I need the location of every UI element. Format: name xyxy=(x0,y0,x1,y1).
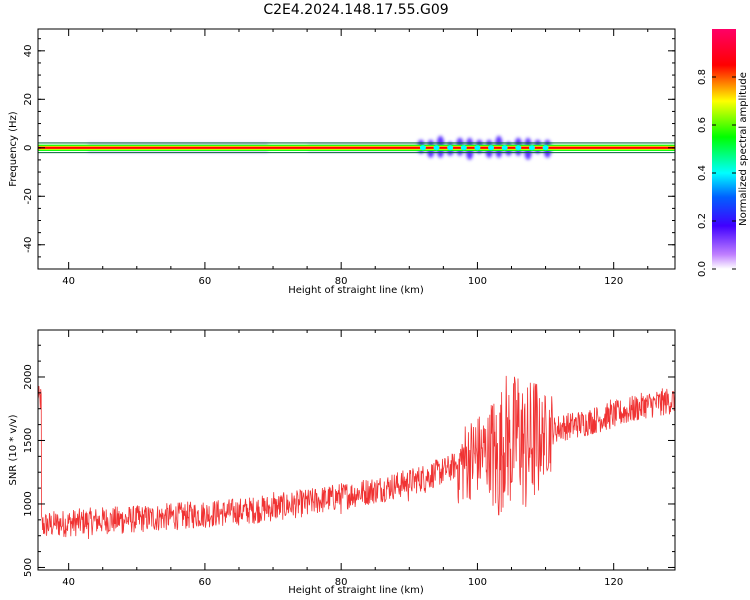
snr-x-tick-label: 80 xyxy=(335,577,348,588)
colorbar-tick-label: 0.8 xyxy=(697,69,708,85)
snr-x-label: Height of straight line (km) xyxy=(288,585,424,596)
disturbance-node xyxy=(528,145,535,151)
disturbance-node xyxy=(447,145,454,151)
spectrogram-y-tick-label: 0 xyxy=(23,145,34,151)
colorbar-label: Normalized spectral amplitude xyxy=(738,72,749,226)
spectrogram-y-label: Frequency (Hz) xyxy=(8,111,19,187)
snr-panel: 40 60 80 100 120 500 1000 1500 2000 Height of st… xyxy=(8,329,676,596)
spectrogram-y-tick-label: -20 xyxy=(23,188,34,204)
snr-y-label: SNR (10 * v/v) xyxy=(8,414,19,485)
spectrogram-x-label: Height of straight line (km) xyxy=(288,285,424,296)
spectrogram-panel: 40 60 80 100 120 -40 -20 0 20 40 Height of straig… xyxy=(8,28,676,296)
disturbance-node xyxy=(433,145,440,151)
spectrogram-frame xyxy=(37,28,676,270)
disturbance-node xyxy=(419,145,426,151)
figure-title: C2E4.2024.148.17.55.G09 xyxy=(263,2,448,18)
spectrogram-x-tick-label: 100 xyxy=(468,276,487,287)
colorbar-tick-label: 0.4 xyxy=(697,165,708,181)
band-core xyxy=(38,146,675,149)
spectrogram-x-tick-label: 80 xyxy=(335,276,348,287)
spectrogram-y-tick-label: 40 xyxy=(23,44,34,57)
spectrogram-y-tick-label: -40 xyxy=(23,237,34,253)
disturbance-node xyxy=(488,145,495,151)
snr-y-tick-label: 500 xyxy=(23,558,34,577)
spectrogram-x-tick-label: 40 xyxy=(62,276,75,287)
snr-frame xyxy=(37,329,676,571)
spectrogram-band xyxy=(38,135,675,160)
disturbance-node xyxy=(501,145,508,151)
colorbar: 0.0 0.2 0.4 0.6 0.8 Normalized spectral ampl… xyxy=(697,29,749,277)
colorbar-ticks: 0.0 0.2 0.4 0.6 0.8 xyxy=(697,69,736,277)
disturbance-node xyxy=(542,145,549,151)
snr-x-tick-label: 100 xyxy=(468,577,487,588)
snr-y-tick-label: 1500 xyxy=(23,428,34,453)
colorbar-tick-label: 0.2 xyxy=(697,213,708,229)
band-envelope xyxy=(38,142,675,154)
disturbance-node xyxy=(474,145,481,151)
snr-y-tick-label: 2000 xyxy=(23,364,34,389)
spectrogram-y-tick-label: 20 xyxy=(23,93,34,106)
colorbar-tick-label: 0.0 xyxy=(697,261,708,277)
snr-series-line xyxy=(38,375,675,540)
disturbance-node xyxy=(515,145,522,151)
snr-x-tick-label: 60 xyxy=(199,577,212,588)
snr-x-tick-label: 40 xyxy=(62,577,75,588)
spectrogram-ticks: 40 60 80 100 120 -40 -20 0 20 40 xyxy=(23,29,675,287)
spectrogram-x-tick-label: 60 xyxy=(199,276,212,287)
snr-x-tick-label: 120 xyxy=(604,577,623,588)
spectrogram-x-tick-label: 120 xyxy=(604,276,623,287)
colorbar-tick-label: 0.6 xyxy=(697,117,708,133)
snr-y-tick-label: 1000 xyxy=(23,491,34,516)
snr-ticks: 40 60 80 100 120 500 1000 1500 2000 xyxy=(23,330,675,588)
disturbance-node xyxy=(460,145,467,151)
colorbar-gradient xyxy=(712,29,736,269)
